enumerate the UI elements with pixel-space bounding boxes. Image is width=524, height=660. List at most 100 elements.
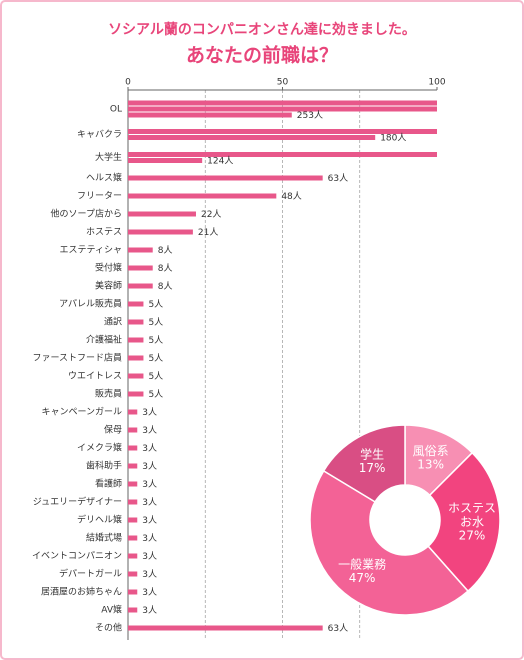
- data-label: 5人: [148, 389, 163, 400]
- bar: [128, 193, 277, 199]
- data-label: 8人: [158, 263, 173, 274]
- data-label: 63人: [328, 623, 348, 634]
- y-tick-label: 介護福祉: [86, 334, 122, 346]
- data-label: 63人: [328, 173, 348, 184]
- y-tick-label: 結婚式場: [86, 532, 122, 544]
- bar: [128, 337, 144, 343]
- chart-subtitle: あなたの前職は？: [186, 44, 338, 67]
- bar: [128, 499, 138, 505]
- data-label: 3人: [142, 407, 157, 418]
- slice-value: 17%: [359, 461, 386, 475]
- x-tick-label: 100: [428, 78, 445, 88]
- y-tick-label: キャンペーンガール: [41, 407, 122, 418]
- slice-label: ホステスお水: [448, 501, 496, 529]
- bar: [128, 229, 193, 235]
- y-tick-label: 看護師: [95, 478, 122, 490]
- y-tick-label: その他: [95, 622, 122, 634]
- data-label: 3人: [142, 605, 157, 616]
- chart-title: ソシアル蘭のコンパニオンさん達に効きました。: [108, 21, 416, 38]
- y-tick-label: 歯科助手: [86, 460, 122, 472]
- data-label: 3人: [142, 425, 157, 436]
- y-tick-label: 美容師: [95, 280, 122, 292]
- y-tick-label: 大学生: [95, 151, 122, 163]
- bar: [128, 571, 138, 577]
- data-label: 48人: [281, 191, 301, 202]
- data-label: 3人: [142, 587, 157, 598]
- bar: [128, 247, 153, 253]
- y-tick-label: イメクラ嬢: [77, 442, 122, 454]
- slice-label: 学生: [360, 446, 384, 461]
- donut-slice: [322, 424, 406, 503]
- bar: [128, 391, 144, 397]
- data-label: 5人: [148, 371, 163, 382]
- data-label: 3人: [142, 497, 157, 508]
- slice-value: 27%: [459, 529, 486, 543]
- x-tick-label: 50: [277, 78, 289, 88]
- data-label: 3人: [142, 443, 157, 454]
- data-label: 5人: [148, 317, 163, 328]
- y-tick-label: ウエイトレス: [68, 371, 122, 382]
- slice-label-line: お水: [460, 515, 484, 529]
- bar: [128, 535, 138, 541]
- bar: [128, 463, 138, 469]
- slice-label-line: ホステス: [448, 501, 496, 515]
- bar: [128, 409, 138, 415]
- bar: [128, 265, 153, 271]
- bar: [128, 319, 144, 325]
- bar: [128, 355, 144, 361]
- bar: [128, 445, 138, 451]
- data-label: 5人: [148, 335, 163, 346]
- bar: [128, 129, 437, 140]
- bar: [128, 481, 138, 487]
- bar: [128, 625, 323, 631]
- slice-label-line: 風俗系: [413, 444, 449, 458]
- y-tick-label: 保母: [104, 424, 122, 436]
- bar: [128, 301, 144, 307]
- data-label: 3人: [142, 461, 157, 472]
- y-tick-label: エステティシャ: [60, 245, 122, 256]
- donut-slice: [427, 451, 501, 593]
- data-label: 5人: [148, 353, 163, 364]
- slice-value: 13%: [417, 458, 444, 472]
- y-tick-label: ジュエリーデザイナー: [33, 496, 122, 508]
- data-label: 22人: [201, 209, 221, 220]
- data-label: 3人: [142, 569, 157, 580]
- bar: [128, 152, 437, 163]
- y-tick-label: デパートガール: [59, 568, 122, 580]
- y-tick-label: キャバクラ: [77, 129, 122, 140]
- slice-label: 風俗系: [413, 444, 449, 458]
- bar: [128, 517, 138, 523]
- bar: [128, 607, 138, 613]
- y-tick-label: OL: [110, 105, 122, 115]
- bar: [128, 175, 323, 181]
- y-tick-label: 他のソープ店から: [51, 208, 122, 220]
- y-tick-label: アパレル販売員: [59, 298, 122, 310]
- data-label: 180人: [380, 133, 406, 144]
- y-tick-label: ヘルス嬢: [86, 172, 122, 184]
- y-tick-label: ホステス: [86, 227, 122, 238]
- data-label: 3人: [142, 533, 157, 544]
- bar: [128, 427, 138, 433]
- y-tick-label: 居酒屋のお姉ちゃん: [41, 586, 122, 598]
- data-label: 253人: [297, 110, 323, 121]
- y-tick-label: 販売員: [95, 388, 122, 400]
- donut-slice: [309, 469, 470, 616]
- bar: [128, 211, 196, 217]
- data-label: 21人: [198, 227, 218, 238]
- y-tick-label: AV嬢: [101, 604, 122, 616]
- bar: [128, 373, 144, 379]
- bar: [128, 100, 437, 118]
- data-label: 8人: [158, 245, 173, 256]
- data-label: 124人: [207, 156, 233, 167]
- data-label: 3人: [142, 479, 157, 490]
- data-label: 5人: [148, 299, 163, 310]
- y-tick-label: ファーストフード店員: [32, 352, 122, 364]
- x-tick-label: 0: [125, 78, 131, 88]
- slice-value: 47%: [349, 571, 376, 585]
- slice-label-line: 一般業務: [338, 556, 386, 571]
- y-tick-label: デリヘル嬢: [77, 514, 122, 526]
- y-tick-label: 通訳: [104, 316, 122, 328]
- bar: [128, 283, 153, 289]
